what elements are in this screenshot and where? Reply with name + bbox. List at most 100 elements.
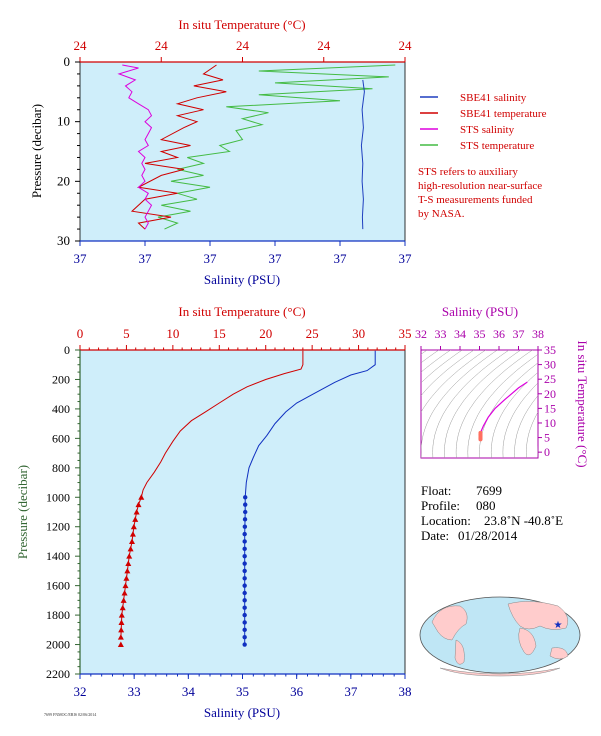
salinity-marker <box>242 605 247 610</box>
ts-right-tick-label: 5 <box>544 431 550 445</box>
legend-label-sts-temperature: STS temperature <box>460 140 534 152</box>
map-land-africa <box>518 627 537 656</box>
lower-left-tick-label: 1400 <box>46 549 70 563</box>
salinity-marker <box>242 539 247 544</box>
salinity-marker <box>242 561 247 566</box>
temperature-marker <box>130 523 137 530</box>
lower-top-tick-label: 10 <box>166 326 179 341</box>
salinity-marker <box>242 531 247 537</box>
legend-label-sts-salinity: STS salinity <box>460 124 515 136</box>
upper-left-tick-label: 10 <box>57 114 70 129</box>
lower-bottom-tick-label: 34 <box>182 684 196 699</box>
temperature-marker <box>121 590 128 596</box>
temperature-marker <box>132 516 139 522</box>
upper-ticks: 24 24 24 24 24 37 37 37 37 37 37 0 10 20 30 <box>57 38 412 266</box>
float-location-marker-icon: ★ <box>554 620 563 631</box>
map-land-americas <box>431 605 468 641</box>
ts-right-tick-label: 35 <box>544 343 556 357</box>
salinity-marker <box>242 553 247 559</box>
lower-top-tick-label: 15 <box>213 326 226 341</box>
ts-top-tick-label: 35 <box>474 327 486 341</box>
salinity-marker <box>242 612 247 618</box>
note-line-1: STS refers to auxiliary <box>418 166 518 178</box>
map-land-antarctica <box>439 667 561 677</box>
location-value: 23.8˚N -40.8˚E <box>484 513 563 528</box>
lower-top-tick-label: 20 <box>259 326 272 341</box>
ts-density-contour <box>526 411 538 458</box>
salinity-marker <box>242 517 248 522</box>
salinity-marker <box>242 642 247 647</box>
ts-top-tick-label: 32 <box>415 327 427 341</box>
lower-bottom-tick-label: 37 <box>344 684 358 699</box>
ts-deep-sample <box>478 430 483 435</box>
location-label: Location: <box>421 513 471 528</box>
upper-series-sbe41-salinity <box>360 79 365 230</box>
salinity-marker <box>242 546 247 552</box>
lower-top-tick-label: 30 <box>352 326 365 341</box>
note-line-2: high-resolution near-surface <box>418 180 542 192</box>
lower-left-tick-label: 1600 <box>46 579 70 593</box>
ts-density-contour <box>421 350 475 397</box>
temperature-marker <box>118 626 125 633</box>
map-land-australia <box>549 647 569 660</box>
upper-series-sts-salinity <box>117 64 153 230</box>
map-land-south-america <box>454 639 465 665</box>
ts-density-contour <box>490 371 538 458</box>
ts-density-contour <box>467 353 538 458</box>
salinity-marker <box>242 598 247 603</box>
upper-left-tick-label: 20 <box>57 173 70 188</box>
profile-label: Profile: <box>421 498 460 513</box>
salinity-marker <box>242 634 247 640</box>
ts-right-tick-label: 20 <box>544 387 556 401</box>
float-info: Float: 7699 Profile: 080 Location: 23.8˚… <box>421 483 563 543</box>
salinity-marker <box>242 583 247 588</box>
temperature-marker <box>117 634 124 640</box>
temperature-marker <box>118 612 125 618</box>
ts-curve <box>479 381 528 434</box>
temperature-marker <box>133 509 140 515</box>
upper-left-axis-title: Pressure (decibar) <box>29 104 44 198</box>
lower-left-tick-label: 800 <box>52 461 70 475</box>
temperature-marker <box>122 582 129 589</box>
legend-label-sbe41-temperature: SBE41 temperature <box>460 108 547 120</box>
footnote: 7699 FNMOC/ERIS 02/06/2014 <box>44 712 96 717</box>
lower-bottom-axis-title: Salinity (PSU) <box>204 705 280 720</box>
legend: SBE41 salinity SBE41 temperature STS sal… <box>418 92 547 220</box>
temperature-marker <box>117 641 124 648</box>
ts-density-contour <box>421 350 498 458</box>
lower-top-tick-label: 35 <box>399 326 412 341</box>
upper-series-group <box>117 64 396 230</box>
temperature-marker <box>119 604 126 611</box>
upper-top-tick-label: 24 <box>155 38 169 53</box>
upper-bottom-tick-label: 37 <box>204 251 218 266</box>
lower-bottom-tick-label: 32 <box>74 684 87 699</box>
upper-panel: 24 24 24 24 24 37 37 37 37 37 37 0 10 20 30 In situ Te… <box>29 17 412 287</box>
ts-right-tick-label: 15 <box>544 401 556 415</box>
map-land-eurasia <box>507 601 568 630</box>
upper-bottom-tick-label: 37 <box>269 251 283 266</box>
lower-series-group <box>117 350 376 648</box>
legend-label-sbe41-salinity: SBE41 salinity <box>460 92 527 104</box>
lower-left-tick-label: 2200 <box>46 667 70 681</box>
temperature-marker <box>125 560 132 567</box>
salinity-marker <box>242 568 247 574</box>
lower-top-axis-title: In situ Temperature (°C) <box>178 304 305 319</box>
lower-left-tick-label: 0 <box>64 343 70 357</box>
temperature-marker <box>124 567 131 574</box>
ts-density-contour <box>502 382 538 458</box>
temperature-marker <box>129 538 135 544</box>
ts-density-contour <box>432 350 510 458</box>
float-label: Float: <box>421 483 451 498</box>
upper-top-axis-title: In situ Temperature (°C) <box>178 17 305 32</box>
temperature-marker <box>135 501 142 508</box>
lower-series-salinity <box>244 350 376 645</box>
lower-plot-area <box>79 349 406 675</box>
ts-top-tick-label: 33 <box>435 327 447 341</box>
ts-density-contours <box>421 350 538 458</box>
world-map: ★ <box>419 596 581 677</box>
upper-top-tick-label: 24 <box>236 38 250 53</box>
upper-bottom-tick-label: 37 <box>399 251 413 266</box>
profile-value: 080 <box>476 498 496 513</box>
lower-top-tick-label: 5 <box>123 326 130 341</box>
